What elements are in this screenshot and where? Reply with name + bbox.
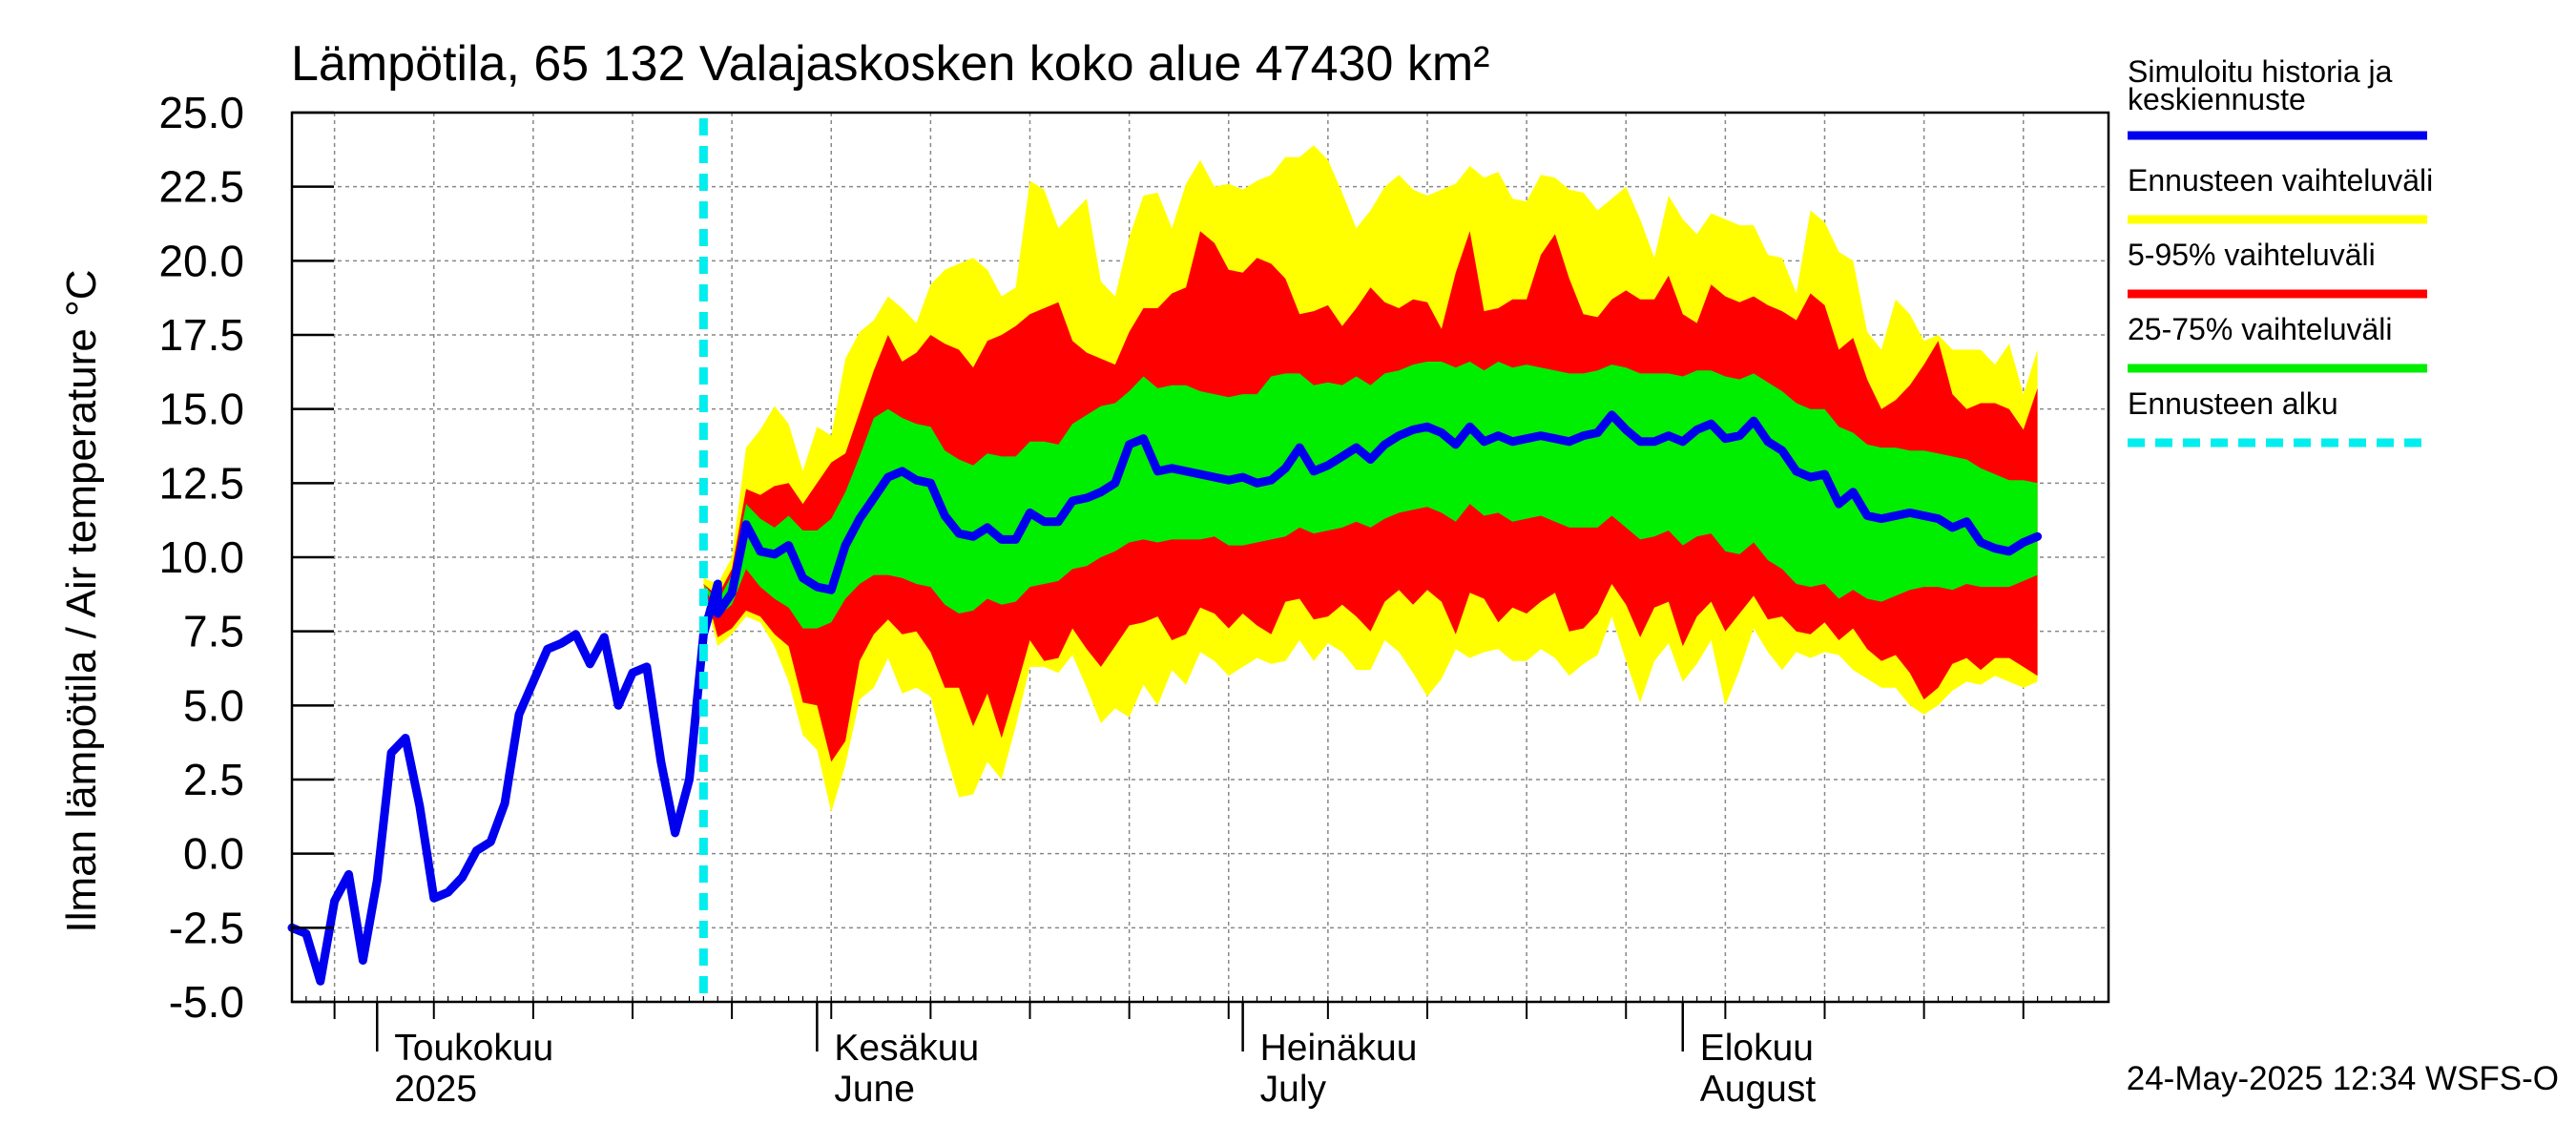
- median-series: [287, 410, 2043, 986]
- x-month-sublabel: July: [1260, 1069, 1327, 1110]
- x-month-label: Heinäkuu: [1260, 1028, 1418, 1069]
- y-tick-label: 7.5: [183, 607, 244, 656]
- y-tick-label: 15.0: [158, 385, 244, 434]
- forecast-bands: [703, 145, 2038, 813]
- y-axis-label: Ilman lämpötila / Air temperature °C: [58, 270, 105, 933]
- chart-title: Lämpötila, 65 132 Valajaskosken koko alu…: [291, 36, 1489, 92]
- x-month-label: Kesäkuu: [834, 1028, 979, 1069]
- y-axis: -5.0 -2.5 0.0 2.5 5.0 7.5 10.0 12.5 15.0 17.5 20.0…: [158, 88, 334, 1027]
- legend-label: 5-95% vaihteluväli: [2128, 238, 2376, 272]
- timestamp: 24-May-2025 12:34 WSFS-O: [2127, 1060, 2559, 1097]
- y-tick-label: 25.0: [158, 88, 244, 137]
- x-month-label: Elokuu: [1700, 1028, 1814, 1069]
- x-month-sublabel: 2025: [394, 1069, 477, 1110]
- y-tick-label: 2.5: [183, 755, 244, 804]
- legend-label: Simuloitu historia ja: [2128, 54, 2393, 89]
- y-tick-label: 17.5: [158, 310, 244, 360]
- y-tick-label: -2.5: [169, 903, 244, 952]
- legend-label: Ennusteen vaihteluväli: [2128, 163, 2433, 198]
- legend-label: Ennusteen alku: [2128, 386, 2338, 421]
- median-line: [287, 410, 2043, 986]
- y-tick-label: -5.0: [169, 977, 244, 1027]
- x-month-label: Toukokuu: [394, 1028, 553, 1069]
- legend-label: 25-75% vaihteluväli: [2128, 312, 2393, 346]
- y-tick-label: 12.5: [158, 458, 244, 508]
- y-tick-label: 5.0: [183, 680, 244, 730]
- y-tick-label: 0.0: [183, 829, 244, 879]
- y-tick-label: 20.0: [158, 236, 244, 285]
- x-month-sublabel: August: [1700, 1069, 1817, 1110]
- y-tick-label: 22.5: [158, 162, 244, 212]
- y-tick-label: 10.0: [158, 532, 244, 582]
- legend-label: keskiennuste: [2128, 82, 2306, 116]
- x-month-sublabel: June: [834, 1069, 915, 1110]
